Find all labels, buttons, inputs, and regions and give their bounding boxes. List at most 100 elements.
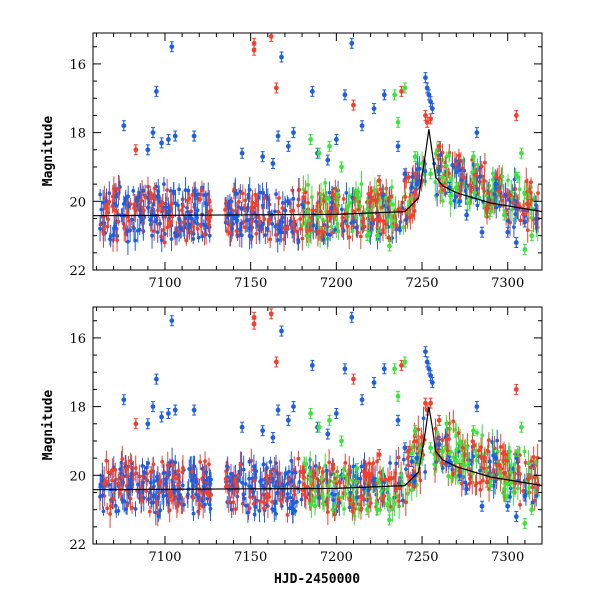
dense-point	[223, 207, 227, 212]
dense-point	[375, 478, 380, 483]
dense-point	[475, 162, 480, 167]
data-point	[399, 362, 404, 368]
dense-point	[98, 226, 102, 231]
dense-point	[392, 218, 397, 223]
dense-point	[140, 217, 144, 222]
dense-point	[244, 503, 248, 508]
dense-point	[481, 466, 486, 471]
dense-point	[368, 501, 373, 506]
dense-point	[239, 206, 244, 211]
dense-point	[379, 477, 384, 482]
dense-point	[191, 495, 196, 500]
dense-point	[465, 445, 469, 450]
dense-point	[261, 462, 266, 467]
dense-point	[506, 178, 510, 183]
dense-point	[301, 205, 306, 210]
dense-point	[158, 508, 163, 513]
dense-point	[191, 224, 195, 229]
data-point	[359, 397, 365, 403]
dense-point	[334, 481, 339, 486]
dense-point	[405, 491, 410, 496]
data-point	[349, 314, 355, 320]
dense-point	[370, 217, 375, 222]
dense-point	[343, 208, 348, 213]
dense-point	[358, 494, 363, 499]
dense-point	[135, 228, 140, 233]
dense-point	[307, 471, 312, 476]
dense-point	[333, 227, 337, 232]
dense-point	[512, 462, 517, 466]
dense-point	[399, 473, 404, 478]
dense-point	[241, 467, 246, 472]
dense-point	[152, 186, 157, 191]
dense-point	[529, 216, 534, 220]
dense-point	[241, 496, 246, 501]
dense-point	[160, 459, 165, 464]
dense-point	[273, 209, 277, 214]
dense-point	[344, 191, 349, 195]
dense-point	[102, 227, 106, 232]
dense-point	[228, 231, 232, 235]
data-point	[426, 92, 432, 98]
dense-point	[143, 195, 148, 200]
dense-point	[168, 189, 173, 193]
dense-point	[406, 463, 411, 468]
dense-point	[401, 457, 406, 462]
dense-point	[462, 453, 467, 458]
data-point	[522, 493, 528, 499]
dense-point	[414, 439, 419, 444]
dense-point	[136, 482, 140, 487]
dense-point	[225, 464, 229, 469]
dense-point	[139, 498, 144, 502]
dense-point	[227, 206, 232, 211]
data-point	[327, 417, 332, 423]
data-point	[395, 393, 401, 399]
data-point	[392, 92, 398, 98]
dense-point	[196, 495, 201, 500]
data-point	[273, 359, 279, 365]
dense-point	[287, 469, 291, 474]
dense-point	[137, 489, 142, 493]
data-point	[519, 424, 524, 430]
data-point	[133, 147, 139, 153]
dense-point	[451, 471, 455, 476]
data-point	[159, 414, 164, 420]
dense-point	[289, 458, 294, 463]
dense-point	[473, 173, 478, 177]
dense-point	[134, 198, 139, 202]
dense-point	[185, 205, 189, 210]
dense-point	[387, 196, 391, 200]
dense-point	[156, 189, 161, 194]
dense-point	[291, 501, 296, 506]
data-point	[453, 185, 459, 190]
dense-point	[297, 480, 302, 484]
data-point	[519, 150, 524, 156]
dense-point	[509, 470, 513, 475]
dense-point	[338, 480, 343, 485]
data-point	[428, 171, 434, 177]
data-point	[154, 376, 159, 382]
dense-point	[223, 476, 228, 481]
dense-point	[239, 233, 244, 238]
dense-point	[195, 226, 200, 231]
dense-point	[202, 193, 206, 197]
dense-point	[243, 482, 248, 486]
dense-point	[176, 468, 181, 473]
dense-point	[369, 198, 374, 203]
dense-point	[160, 200, 165, 205]
dense-point	[325, 232, 330, 237]
dense-point	[420, 161, 424, 166]
dense-point	[144, 489, 149, 493]
dense-point	[162, 182, 166, 187]
dense-point	[326, 493, 331, 498]
data-point	[327, 143, 332, 149]
dense-point	[503, 192, 508, 197]
dense-point	[518, 502, 522, 507]
dense-point	[494, 205, 499, 210]
x-axis-title: HJD-2450000	[274, 572, 360, 587]
dense-point	[130, 482, 134, 487]
dense-point	[187, 225, 191, 230]
dense-point	[250, 219, 254, 224]
dense-point	[415, 167, 420, 172]
data-point	[424, 85, 430, 91]
